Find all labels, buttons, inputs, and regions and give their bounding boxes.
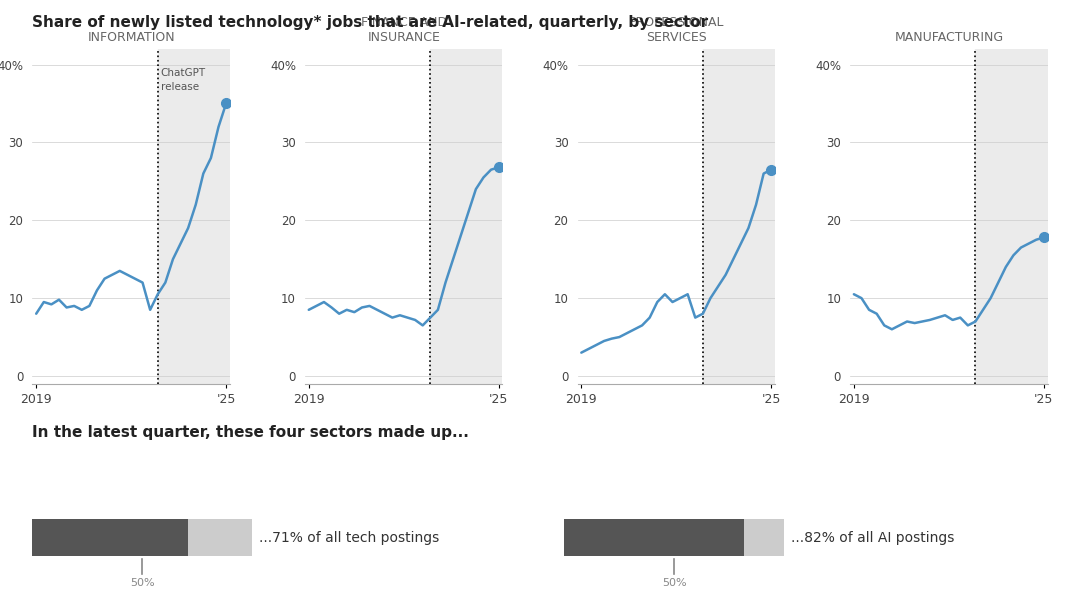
Bar	[158, 49, 230, 384]
Bar	[564, 520, 744, 556]
Title: PROFESSIONAL
SERVICES: PROFESSIONAL SERVICES	[629, 16, 724, 43]
Text: ...82% of all AI postings: ...82% of all AI postings	[791, 531, 954, 545]
Title: FINANCE AND
INSURANCE: FINANCE AND INSURANCE	[361, 16, 447, 43]
Text: In the latest quarter, these four sectors made up...: In the latest quarter, these four sector…	[32, 425, 470, 441]
Title: INFORMATION: INFORMATION	[87, 31, 175, 43]
Text: 50%: 50%	[662, 578, 687, 588]
Bar	[32, 520, 252, 556]
Text: ChatGPT
release: ChatGPT release	[161, 69, 206, 92]
Bar	[32, 520, 188, 556]
Bar	[975, 49, 1048, 384]
Bar	[564, 520, 784, 556]
Text: ...71% of all tech postings: ...71% of all tech postings	[259, 531, 438, 545]
Title: MANUFACTURING: MANUFACTURING	[894, 31, 1003, 43]
Text: Share of newly listed technology* jobs that are AI-related, quarterly, by sector: Share of newly listed technology* jobs t…	[32, 15, 708, 31]
Text: 50%: 50%	[130, 578, 154, 588]
Bar	[703, 49, 775, 384]
Bar	[430, 49, 502, 384]
